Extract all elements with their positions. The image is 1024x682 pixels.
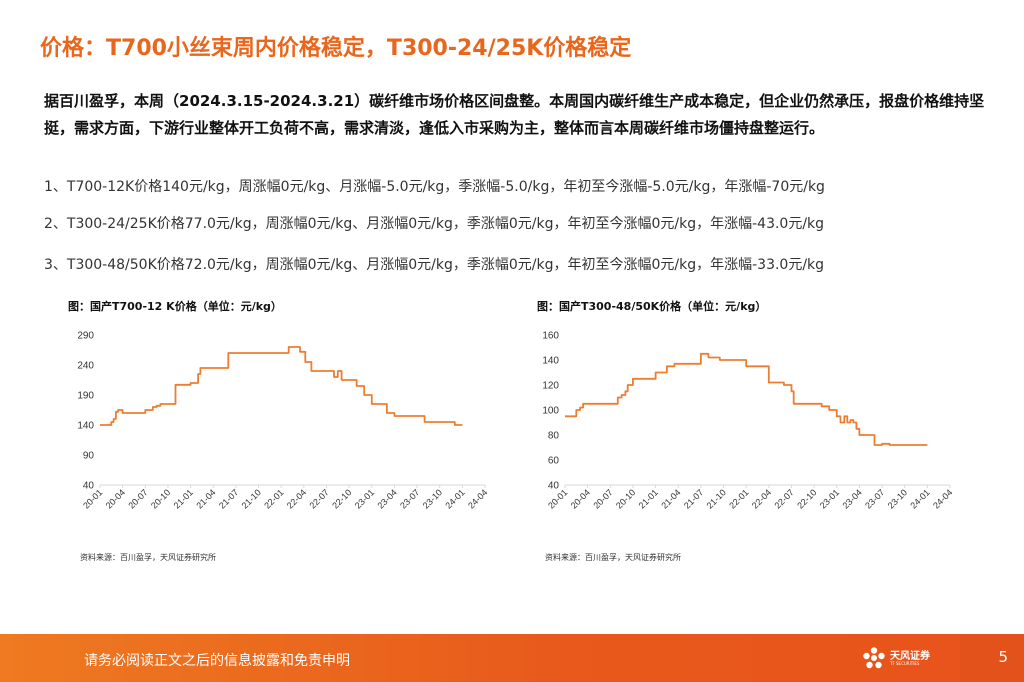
x-tick-label: 22-07 <box>308 487 331 510</box>
intro-paragraph: 据百川盈孚，本周（2024.3.15-2024.3.21）碳纤维市场价格区间盘整… <box>44 92 985 137</box>
x-tick-label: 24-04 <box>466 487 489 510</box>
y-tick-label: 190 <box>77 391 94 402</box>
disclaimer-text: 请务必阅读正文之后的信息披露和免责申明 <box>84 653 350 669</box>
y-tick-label: 120 <box>542 381 559 392</box>
price-item-t700: 1、T700-12K价格140元/kg，周涨幅0元/kg、月涨幅-5.0元/kg… <box>44 179 825 195</box>
y-tick-label: 80 <box>548 431 560 442</box>
y-tick-label: 240 <box>77 361 94 372</box>
x-tick-label: 23-07 <box>863 487 886 510</box>
x-tick-label: 23-01 <box>818 487 841 510</box>
y-tick-label: 90 <box>83 451 95 462</box>
x-tick-label: 21-04 <box>659 487 682 510</box>
series-line <box>100 346 463 426</box>
price-item-t300-24k: 2、T300-24/25K价格77.0元/kg，周涨幅0元/kg、月涨幅0元/k… <box>44 216 825 232</box>
y-tick-label: 60 <box>548 456 560 467</box>
x-tick-label: 23-07 <box>398 487 421 510</box>
y-tick-label: 140 <box>77 421 94 432</box>
y-tick-label: 100 <box>542 406 559 417</box>
x-tick-label: 22-10 <box>330 487 353 510</box>
x-tick-label: 21-07 <box>217 487 240 510</box>
x-tick-label: 20-04 <box>569 487 592 510</box>
x-tick-label: 21-10 <box>705 487 728 510</box>
x-tick-label: 23-10 <box>421 487 444 510</box>
x-tick-label: 24-01 <box>443 487 466 510</box>
x-tick-label: 20-10 <box>614 487 637 510</box>
x-tick-label: 20-10 <box>149 487 172 510</box>
x-tick-label: 22-01 <box>727 487 750 510</box>
x-tick-label: 23-10 <box>886 487 909 510</box>
chart-source-t700: 资料来源：百川盈孚，天风证券研究所 <box>80 553 216 562</box>
x-tick-label: 22-10 <box>795 487 818 510</box>
x-tick-label: 21-07 <box>682 487 705 510</box>
x-tick-label: 21-10 <box>240 487 263 510</box>
chart-source-t300-48k: 资料来源：百川盈孚，天风证券研究所 <box>545 553 681 562</box>
logo-subtitle: TF SECURITIES <box>890 661 920 666</box>
page-number-box: 5 <box>960 634 1024 682</box>
x-tick-label: 23-01 <box>353 487 376 510</box>
x-tick-label: 22-04 <box>750 487 773 510</box>
x-tick-label: 24-04 <box>931 487 954 510</box>
chart-title-t700: 图：国产T700-12 K价格（单位：元/kg） <box>68 300 282 313</box>
chart-title-t300-48k: 图：国产T300-48/50K价格（单位：元/kg） <box>537 300 767 313</box>
y-tick-label: 40 <box>83 481 95 492</box>
page-number: 5 <box>998 648 1008 666</box>
page-title: 价格：T700小丝束周内价格稳定，T300-24/25K价格稳定 <box>40 36 632 61</box>
brand-logo: 天风证券 TF SECURITIES <box>862 644 942 674</box>
x-tick-label: 23-04 <box>840 487 863 510</box>
x-tick-label: 21-01 <box>172 487 195 510</box>
price-item-t300-48k: 3、T300-48/50K价格72.0元/kg，周涨幅0元/kg、月涨幅0元/k… <box>44 257 825 273</box>
x-tick-label: 21-04 <box>194 487 217 510</box>
y-tick-label: 290 <box>77 331 94 342</box>
series-line <box>565 352 928 446</box>
y-tick-label: 40 <box>548 481 560 492</box>
x-tick-label: 22-07 <box>773 487 796 510</box>
x-tick-label: 23-04 <box>375 487 398 510</box>
y-tick-label: 160 <box>542 331 559 342</box>
y-tick-label: 140 <box>542 356 559 367</box>
x-tick-label: 20-07 <box>591 487 614 510</box>
logo-name: 天风证券 <box>890 651 930 662</box>
flower-logo-icon <box>863 647 885 669</box>
x-tick-label: 20-04 <box>104 487 127 510</box>
footer-bar: 请务必阅读正文之后的信息披露和免责申明 天风证券 TF SECURITIES 5 <box>0 634 1024 682</box>
x-tick-label: 22-04 <box>285 487 308 510</box>
x-tick-label: 22-01 <box>262 487 285 510</box>
x-tick-label: 20-07 <box>126 487 149 510</box>
x-tick-label: 24-01 <box>908 487 931 510</box>
x-tick-label: 21-01 <box>637 487 660 510</box>
